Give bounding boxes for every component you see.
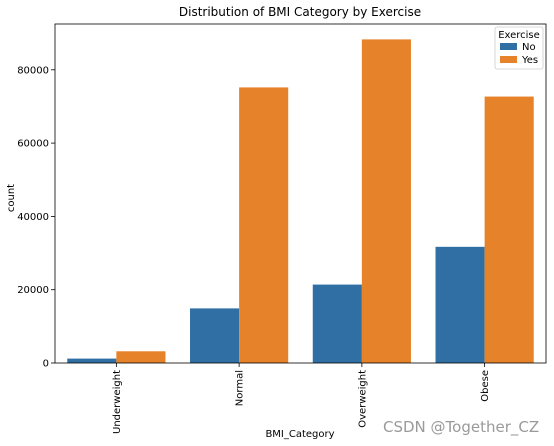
bar-no-underweight xyxy=(67,358,117,363)
x-axis-title: BMI_Category xyxy=(265,429,334,440)
bar-yes-obese xyxy=(484,96,534,363)
legend-label-yes: Yes xyxy=(521,55,538,66)
plot-area xyxy=(54,23,547,364)
bar-yes-underweight xyxy=(116,351,166,363)
bar-no-normal xyxy=(190,308,240,363)
x-tick-label: Obese xyxy=(480,370,491,402)
bar-yes-overweight xyxy=(361,39,411,364)
x-axis: Underweight Normal Overweight Obese xyxy=(112,363,491,434)
legend-label-no: No xyxy=(522,42,536,53)
chart-title: Distribution of BMI Category by Exercise xyxy=(179,5,421,19)
legend-title: Exercise xyxy=(498,30,540,41)
x-tick-label: Overweight xyxy=(357,370,368,428)
watermark: CSDN @Together_CZ xyxy=(383,418,539,437)
y-axis-title: count xyxy=(6,184,17,212)
y-tick-label: 60000 xyxy=(17,139,49,150)
plot-frame xyxy=(54,23,547,364)
bar-no-overweight xyxy=(312,284,362,363)
x-tick-label: Normal xyxy=(235,370,246,406)
y-tick-label: 0 xyxy=(43,359,49,370)
x-tick-label: Underweight xyxy=(112,370,123,434)
y-tick-label: 80000 xyxy=(17,65,49,76)
bar-no-obese xyxy=(435,246,485,363)
legend-swatch-no xyxy=(500,43,517,50)
y-tick-label: 20000 xyxy=(17,285,49,296)
y-axis: 0 20000 40000 60000 80000 xyxy=(17,65,55,370)
legend-swatch-yes xyxy=(500,56,517,63)
y-tick-label: 40000 xyxy=(17,212,49,223)
bar-yes-normal xyxy=(239,87,289,363)
